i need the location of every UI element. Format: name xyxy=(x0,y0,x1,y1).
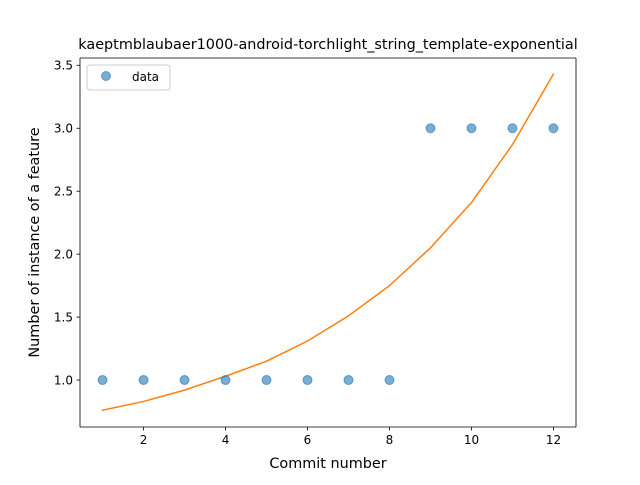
x-tick-label: 10 xyxy=(464,433,479,447)
y-axis-label: Number of instance of a feature xyxy=(27,127,43,357)
y-tick-label: 2.5 xyxy=(54,184,73,198)
y-tick-label: 1.5 xyxy=(54,310,73,324)
data-point xyxy=(138,375,149,386)
data-points-layer xyxy=(97,123,559,386)
data-point xyxy=(343,375,354,386)
y-tick-label: 1.0 xyxy=(54,373,73,387)
y-tick-label: 2.0 xyxy=(54,247,73,261)
legend-frame xyxy=(86,64,171,91)
legend-marker-data xyxy=(101,71,111,81)
x-tick-label: 2 xyxy=(140,433,148,447)
data-point xyxy=(220,375,231,386)
data-point xyxy=(425,123,436,134)
legend-label-data: data xyxy=(132,70,159,84)
data-point xyxy=(466,123,477,134)
x-tick-label: 8 xyxy=(386,433,394,447)
legend: data xyxy=(86,64,171,91)
data-point xyxy=(548,123,559,134)
chart-title: kaeptmblaubaer1000-android-torchlight_st… xyxy=(78,37,577,53)
y-tick-label: 3.5 xyxy=(54,59,73,73)
fit-line xyxy=(101,73,555,412)
plot-background xyxy=(80,58,576,427)
data-point xyxy=(97,375,108,386)
x-tick-label: 6 xyxy=(304,433,312,447)
x-axis-ticks: 2 4 6 8 10 12 xyxy=(140,427,561,447)
axes-frame xyxy=(79,57,577,428)
data-point xyxy=(302,375,313,386)
data-point xyxy=(179,375,190,386)
x-tick-label: 12 xyxy=(546,433,561,447)
data-point xyxy=(507,123,518,134)
data-point xyxy=(261,375,272,386)
x-axis-label: Commit number xyxy=(269,456,386,472)
data-point xyxy=(384,375,395,386)
x-tick-label: 4 xyxy=(222,433,230,447)
fit-line-layer xyxy=(101,73,555,412)
y-tick-label: 3.0 xyxy=(54,122,73,136)
y-axis-ticks: 1.0 1.5 2.0 2.5 3.0 3.5 xyxy=(54,59,80,387)
